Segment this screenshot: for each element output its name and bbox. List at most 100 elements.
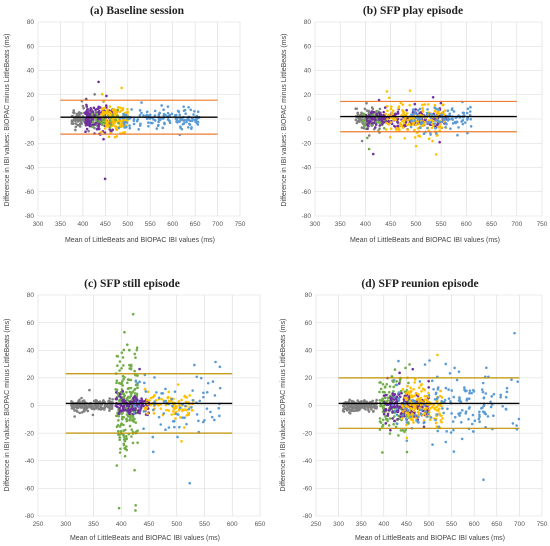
data-point	[361, 119, 365, 123]
data-point	[414, 413, 417, 417]
data-point	[396, 417, 399, 421]
data-point	[419, 117, 423, 121]
data-point	[151, 450, 155, 454]
data-point	[135, 346, 139, 350]
data-point	[132, 420, 136, 423]
data-point	[143, 387, 147, 391]
data-point	[124, 111, 128, 115]
data-point	[414, 108, 417, 111]
data-point	[122, 423, 125, 427]
data-point	[440, 399, 443, 403]
chart-title: (d) SFP reunion episode	[361, 278, 478, 290]
data-point	[362, 406, 366, 410]
data-point	[417, 397, 420, 401]
data-point	[184, 400, 188, 404]
data-point	[362, 124, 366, 128]
data-point	[392, 398, 396, 401]
data-point	[413, 102, 417, 106]
data-point	[160, 392, 163, 395]
y-tick-label: -40	[302, 165, 312, 172]
data-point	[436, 429, 440, 433]
data-point	[113, 135, 117, 139]
data-point	[415, 419, 418, 422]
data-point	[391, 405, 394, 409]
y-tick-label: 60	[27, 320, 35, 327]
data-point	[401, 414, 404, 417]
data-point	[422, 388, 426, 391]
data-point	[144, 390, 148, 393]
data-point	[385, 382, 389, 386]
data-point	[122, 364, 125, 367]
data-point	[106, 108, 109, 111]
data-point	[213, 394, 217, 397]
data-point	[482, 404, 486, 408]
data-point	[501, 405, 504, 408]
data-point	[145, 113, 149, 117]
data-point	[109, 403, 112, 407]
data-point	[174, 417, 177, 420]
data-point	[121, 390, 125, 393]
data-point	[432, 387, 435, 391]
data-point	[132, 122, 136, 126]
data-point	[92, 106, 96, 110]
data-point	[100, 120, 103, 124]
data-point	[180, 440, 183, 443]
data-point	[446, 118, 450, 122]
data-point	[121, 356, 125, 359]
chart-panel-d: (d) SFP reunion episode -80 -60 -40 -20 0 20 40 6…	[280, 278, 548, 542]
data-point	[391, 403, 395, 407]
data-point	[118, 399, 121, 403]
data-point	[404, 366, 407, 370]
data-point	[354, 407, 358, 410]
data-point	[147, 124, 150, 128]
data-point	[107, 400, 111, 403]
data-point	[145, 398, 149, 402]
data-point	[393, 419, 396, 423]
data-point	[431, 443, 434, 446]
data-point	[430, 122, 434, 125]
data-point	[129, 363, 133, 367]
data-point	[132, 411, 136, 415]
data-point	[357, 118, 361, 122]
data-point	[149, 403, 152, 407]
data-point	[132, 119, 136, 123]
data-point	[118, 110, 121, 114]
chart-title-prefix: (d)	[361, 278, 375, 290]
data-point	[478, 420, 481, 424]
data-point	[131, 312, 135, 316]
data-point	[515, 424, 518, 427]
data-point	[406, 408, 410, 412]
data-point	[120, 380, 124, 383]
data-point	[174, 117, 178, 121]
data-point	[119, 106, 122, 110]
data-point	[123, 454, 127, 458]
data-point	[450, 412, 453, 415]
data-point	[76, 410, 79, 413]
data-point	[381, 390, 385, 394]
data-point	[371, 107, 375, 111]
data-point	[472, 388, 475, 392]
data-point	[408, 103, 411, 107]
data-point	[72, 109, 76, 112]
data-point	[84, 130, 87, 133]
data-point	[456, 133, 459, 137]
data-point	[145, 117, 149, 121]
data-point	[378, 417, 382, 420]
data-point	[428, 359, 431, 362]
data-point	[123, 123, 126, 126]
x-tick-label: 500	[122, 221, 133, 228]
data-point	[106, 123, 109, 126]
data-point	[438, 123, 442, 126]
data-point	[157, 120, 160, 124]
data-point	[145, 406, 149, 409]
data-point	[370, 408, 373, 411]
data-point	[485, 366, 488, 370]
data-point	[385, 90, 389, 93]
data-point	[430, 126, 434, 130]
data-point	[356, 111, 359, 115]
data-point	[120, 86, 123, 90]
data-point	[175, 120, 178, 123]
data-point	[157, 123, 160, 127]
data-point	[398, 382, 401, 385]
data-point	[70, 406, 74, 410]
